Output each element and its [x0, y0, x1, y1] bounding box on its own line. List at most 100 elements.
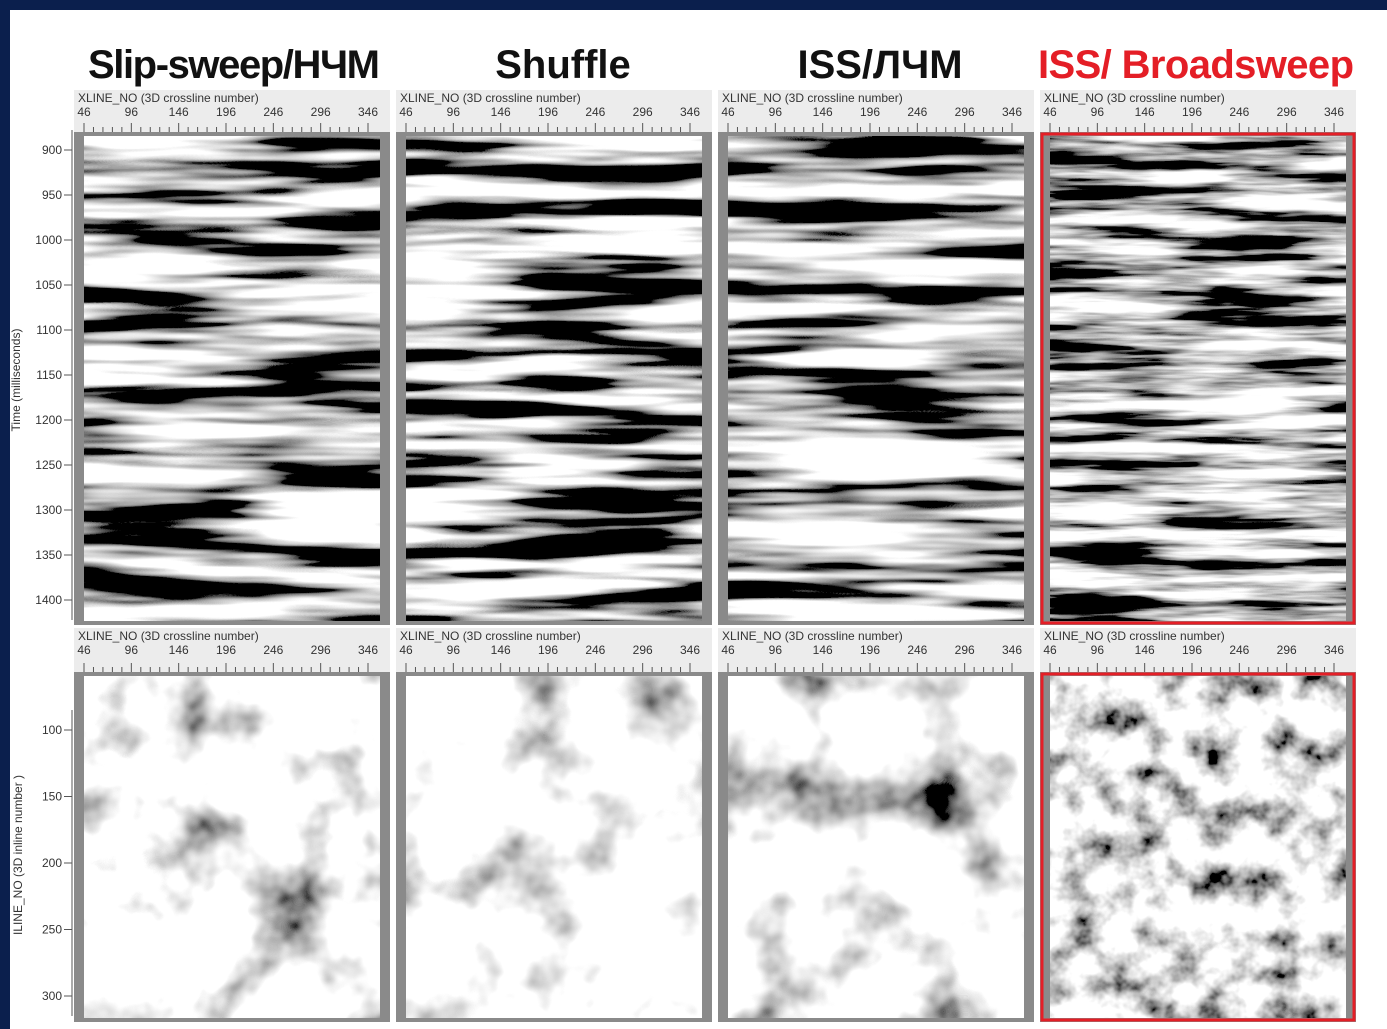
x-axis-label: XLINE_NO (3D crossline number)	[78, 91, 259, 105]
x-tick-label: 196	[538, 643, 558, 657]
x-tick-label: 46	[1043, 105, 1057, 119]
x-tick-label: 346	[358, 643, 378, 657]
x-axis-label: XLINE_NO (3D crossline number)	[400, 629, 581, 643]
y-tick-label: 1100	[36, 323, 62, 337]
y-tick-label: 1400	[35, 593, 62, 607]
x-tick-label: 146	[169, 105, 189, 119]
x-tick-label: 96	[769, 643, 783, 657]
x-axis-label: XLINE_NO (3D crossline number)	[722, 629, 903, 643]
x-axis-label: XLINE_NO (3D crossline number)	[78, 629, 259, 643]
x-tick-label: 96	[1091, 105, 1105, 119]
x-tick-label: 96	[1091, 643, 1105, 657]
x-tick-label: 246	[263, 105, 283, 119]
x-tick-label: 346	[358, 105, 378, 119]
x-tick-label: 296	[633, 105, 653, 119]
time-axis-label: Time (milliseconds)	[9, 329, 23, 432]
x-tick-label: 46	[721, 105, 735, 119]
x-tick-label: 196	[538, 105, 558, 119]
highlight-frame	[1040, 132, 1356, 625]
y-tick-label: 100	[42, 723, 62, 737]
x-tick-label: 146	[491, 643, 511, 657]
x-tick-label: 246	[907, 643, 927, 657]
y-tick-label: 1250	[35, 458, 62, 472]
axis-header	[396, 90, 712, 132]
x-tick-label: 246	[585, 643, 605, 657]
axis-header	[74, 90, 390, 132]
x-tick-label: 296	[311, 105, 331, 119]
seismic-section	[1050, 136, 1346, 621]
x-tick-label: 346	[680, 643, 700, 657]
x-axis-label: XLINE_NO (3D crossline number)	[1044, 91, 1225, 105]
x-tick-label: 296	[311, 643, 331, 657]
x-axis-label: XLINE_NO (3D crossline number)	[400, 91, 581, 105]
column-title: Shuffle	[495, 43, 631, 87]
y-tick-label: 250	[42, 923, 62, 937]
x-tick-label: 146	[169, 643, 189, 657]
axis-header	[1040, 90, 1356, 132]
x-tick-label: 196	[860, 105, 880, 119]
x-tick-label: 246	[263, 643, 283, 657]
x-tick-label: 246	[1229, 643, 1249, 657]
column-title: ISS/ЛЧМ	[797, 43, 962, 87]
x-tick-label: 346	[1324, 643, 1344, 657]
x-tick-label: 146	[491, 105, 511, 119]
inline-axis-label: ILINE_NO (3D inline number )	[11, 775, 25, 935]
x-tick-label: 96	[125, 105, 139, 119]
seismic-section	[406, 136, 702, 621]
y-tick-label: 200	[42, 856, 62, 870]
x-tick-label: 146	[1135, 105, 1155, 119]
x-tick-label: 296	[633, 643, 653, 657]
axis-header	[74, 628, 390, 672]
x-tick-label: 196	[1182, 643, 1202, 657]
x-tick-label: 146	[813, 643, 833, 657]
axis-header	[1040, 628, 1356, 672]
x-tick-label: 96	[769, 105, 783, 119]
x-tick-label: 346	[1324, 105, 1344, 119]
y-tick-label: 150	[42, 790, 62, 804]
y-tick-label: 1350	[35, 548, 62, 562]
column-title: Slip-sweep/НЧМ	[88, 43, 380, 87]
x-tick-label: 296	[1277, 643, 1297, 657]
amplitude-map	[1050, 676, 1346, 1018]
y-tick-label: 1050	[35, 278, 62, 292]
x-tick-label: 296	[955, 643, 975, 657]
x-tick-label: 46	[77, 643, 91, 657]
y-tick-label: 950	[42, 188, 62, 202]
seismic-section	[84, 136, 380, 621]
x-tick-label: 196	[860, 643, 880, 657]
amplitude-map	[84, 676, 380, 1018]
x-tick-label: 46	[1043, 643, 1057, 657]
x-tick-label: 96	[447, 643, 461, 657]
y-tick-label: 900	[42, 143, 62, 157]
x-tick-label: 346	[680, 105, 700, 119]
x-tick-label: 46	[399, 643, 413, 657]
x-tick-label: 346	[1002, 105, 1022, 119]
x-tick-label: 146	[813, 105, 833, 119]
x-tick-label: 96	[125, 643, 139, 657]
axis-header	[718, 628, 1034, 672]
x-tick-label: 246	[1229, 105, 1249, 119]
x-tick-label: 96	[447, 105, 461, 119]
axis-header	[396, 628, 712, 672]
x-tick-label: 196	[216, 643, 236, 657]
seismic-section	[728, 136, 1024, 621]
amplitude-map	[406, 676, 702, 1018]
x-tick-label: 46	[399, 105, 413, 119]
y-tick-label: 300	[42, 989, 62, 1003]
x-tick-label: 46	[77, 105, 91, 119]
y-tick-label: 1150	[36, 368, 62, 382]
x-tick-label: 296	[955, 105, 975, 119]
highlight-frame	[1040, 672, 1356, 1022]
x-tick-label: 246	[585, 105, 605, 119]
axis-header	[718, 90, 1034, 132]
x-axis-label: XLINE_NO (3D crossline number)	[1044, 629, 1225, 643]
x-axis-label: XLINE_NO (3D crossline number)	[722, 91, 903, 105]
y-tick-label: 1000	[35, 233, 62, 247]
x-tick-label: 196	[1182, 105, 1202, 119]
y-tick-label: 1300	[35, 503, 62, 517]
x-tick-label: 296	[1277, 105, 1297, 119]
x-tick-label: 196	[216, 105, 236, 119]
x-tick-label: 146	[1135, 643, 1155, 657]
